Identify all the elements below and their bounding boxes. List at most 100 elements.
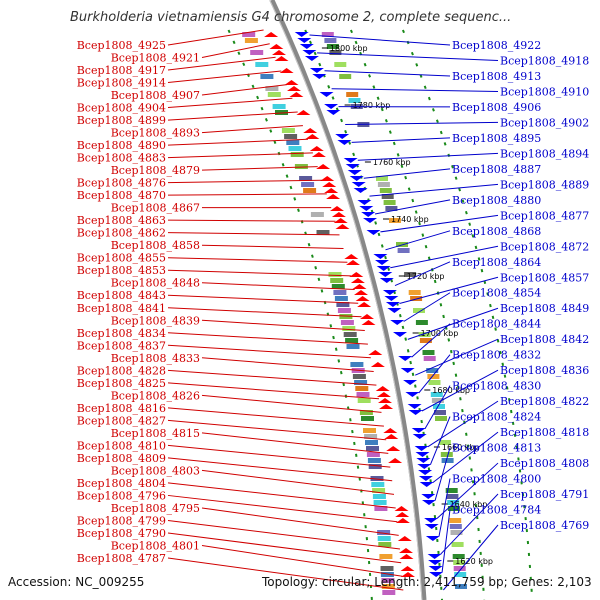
gene-leader-line — [201, 544, 403, 577]
feature-block — [419, 338, 432, 343]
reverse-gene-arrow — [351, 182, 366, 187]
gene-leader-line — [374, 199, 451, 215]
feature-block — [446, 494, 459, 499]
reverse-gene-arrow — [419, 482, 434, 487]
gene-leader-line — [324, 70, 451, 77]
feature-block — [452, 554, 465, 559]
reverse-gene-arrow — [428, 566, 443, 571]
gene-leader-line — [167, 532, 402, 564]
forward-gene-arrow — [269, 44, 284, 49]
reverse-gene-arrow — [375, 260, 389, 265]
feature-block — [381, 194, 394, 199]
feature-block — [397, 248, 410, 253]
feature-block — [433, 404, 445, 409]
reverse-gene-arrow — [428, 560, 443, 565]
feature-block — [324, 38, 337, 43]
gene-leader-line — [407, 307, 499, 340]
forward-gene-arrow — [305, 134, 320, 139]
feature-block — [379, 554, 393, 559]
reverse-gene-arrow — [357, 200, 372, 205]
forward-gene-arrow — [344, 254, 359, 259]
gene-leader-line — [434, 447, 451, 501]
feature-block — [410, 296, 423, 301]
gene-label-left: Bcep1808_4904 — [77, 102, 166, 115]
gene-leader-line — [167, 307, 362, 318]
reverse-gene-arrow — [359, 206, 374, 211]
map-title: Burkholderia vietnamiensis G4 chromosome… — [70, 10, 512, 25]
feature-block — [380, 566, 394, 571]
reverse-gene-arrow — [335, 134, 350, 139]
gene-leader-line — [167, 557, 404, 591]
feature-block — [447, 506, 460, 511]
gene-label-left: Bcep1808_4804 — [77, 477, 166, 490]
feature-block — [381, 578, 395, 583]
feature-block — [316, 230, 330, 235]
forward-gene-arrow — [324, 188, 339, 193]
forward-gene-arrow — [330, 206, 344, 211]
kbp-tick-label: 1640 kbp — [450, 500, 488, 509]
gene-label-left: Bcep1808_4925 — [77, 39, 166, 52]
reverse-gene-arrow — [337, 140, 352, 145]
feature-block — [310, 212, 324, 217]
forward-gene-arrow — [349, 272, 364, 277]
feature-block — [265, 86, 279, 91]
gene-leader-line — [403, 292, 451, 322]
feature-block — [438, 440, 451, 445]
reverse-gene-arrow — [418, 476, 433, 481]
gene-leader-line — [167, 70, 282, 84]
gene-label-right: Bcep1808_4808 — [500, 457, 589, 470]
reverse-gene-arrow — [294, 32, 309, 37]
gene-label-left: Bcep1808_4863 — [77, 214, 166, 227]
gene-leader-line — [390, 245, 499, 269]
feature-block — [288, 146, 302, 151]
feature-block — [321, 32, 334, 37]
gene-leader-line — [363, 168, 451, 179]
reverse-gene-arrow — [390, 320, 405, 325]
feature-block — [435, 416, 447, 421]
reverse-gene-arrow — [429, 572, 444, 577]
feature-block — [453, 560, 466, 565]
forward-gene-arrow — [388, 458, 403, 463]
reverse-gene-arrow — [403, 380, 418, 385]
feature-block — [413, 308, 425, 313]
reverse-gene-arrow — [312, 74, 327, 79]
reverse-gene-arrow — [418, 470, 433, 475]
forward-gene-arrow — [333, 218, 348, 223]
reverse-gene-arrow — [376, 266, 391, 271]
feature-block — [272, 104, 286, 109]
gene-leader-line — [167, 219, 336, 222]
gene-leader-line — [167, 138, 309, 146]
gene-leader-line — [427, 400, 499, 448]
forward-gene-arrow — [287, 86, 301, 91]
gene-leader-line — [167, 419, 387, 441]
track-border-2 — [349, 29, 486, 600]
feature-block — [450, 530, 463, 535]
gene-leader-line — [331, 88, 499, 92]
reverse-gene-arrow — [408, 410, 423, 415]
reverse-gene-arrow — [343, 158, 358, 163]
gene-label-left: Bcep1808_4816 — [77, 402, 166, 415]
forward-gene-arrow — [383, 428, 398, 433]
reverse-gene-arrow — [345, 164, 360, 169]
feature-block — [373, 500, 387, 505]
forward-gene-arrow — [355, 296, 370, 301]
gene-leader-line — [399, 276, 499, 304]
gene-label-right: Bcep1808_4844 — [452, 318, 541, 331]
reverse-gene-arrow — [361, 212, 376, 217]
gene-leader-line — [351, 137, 451, 143]
reverse-gene-arrow — [416, 458, 431, 463]
forward-gene-arrow — [322, 182, 337, 187]
gene-label-right: Bcep1808_4849 — [500, 302, 589, 315]
forward-gene-arrow — [264, 32, 279, 37]
feature-block — [357, 398, 371, 403]
reverse-gene-arrow — [411, 428, 426, 433]
gene-label-right: Bcep1808_4894 — [500, 147, 589, 160]
gene-label-left: Bcep1808_4787 — [77, 552, 166, 565]
gene-label-left: Bcep1808_4883 — [77, 152, 166, 165]
reverse-gene-arrow — [424, 524, 439, 529]
forward-gene-arrow — [376, 392, 391, 397]
forward-gene-arrow — [394, 506, 409, 511]
feature-block — [370, 476, 384, 481]
forward-gene-arrow — [272, 50, 286, 55]
reverse-gene-arrow — [366, 230, 381, 235]
